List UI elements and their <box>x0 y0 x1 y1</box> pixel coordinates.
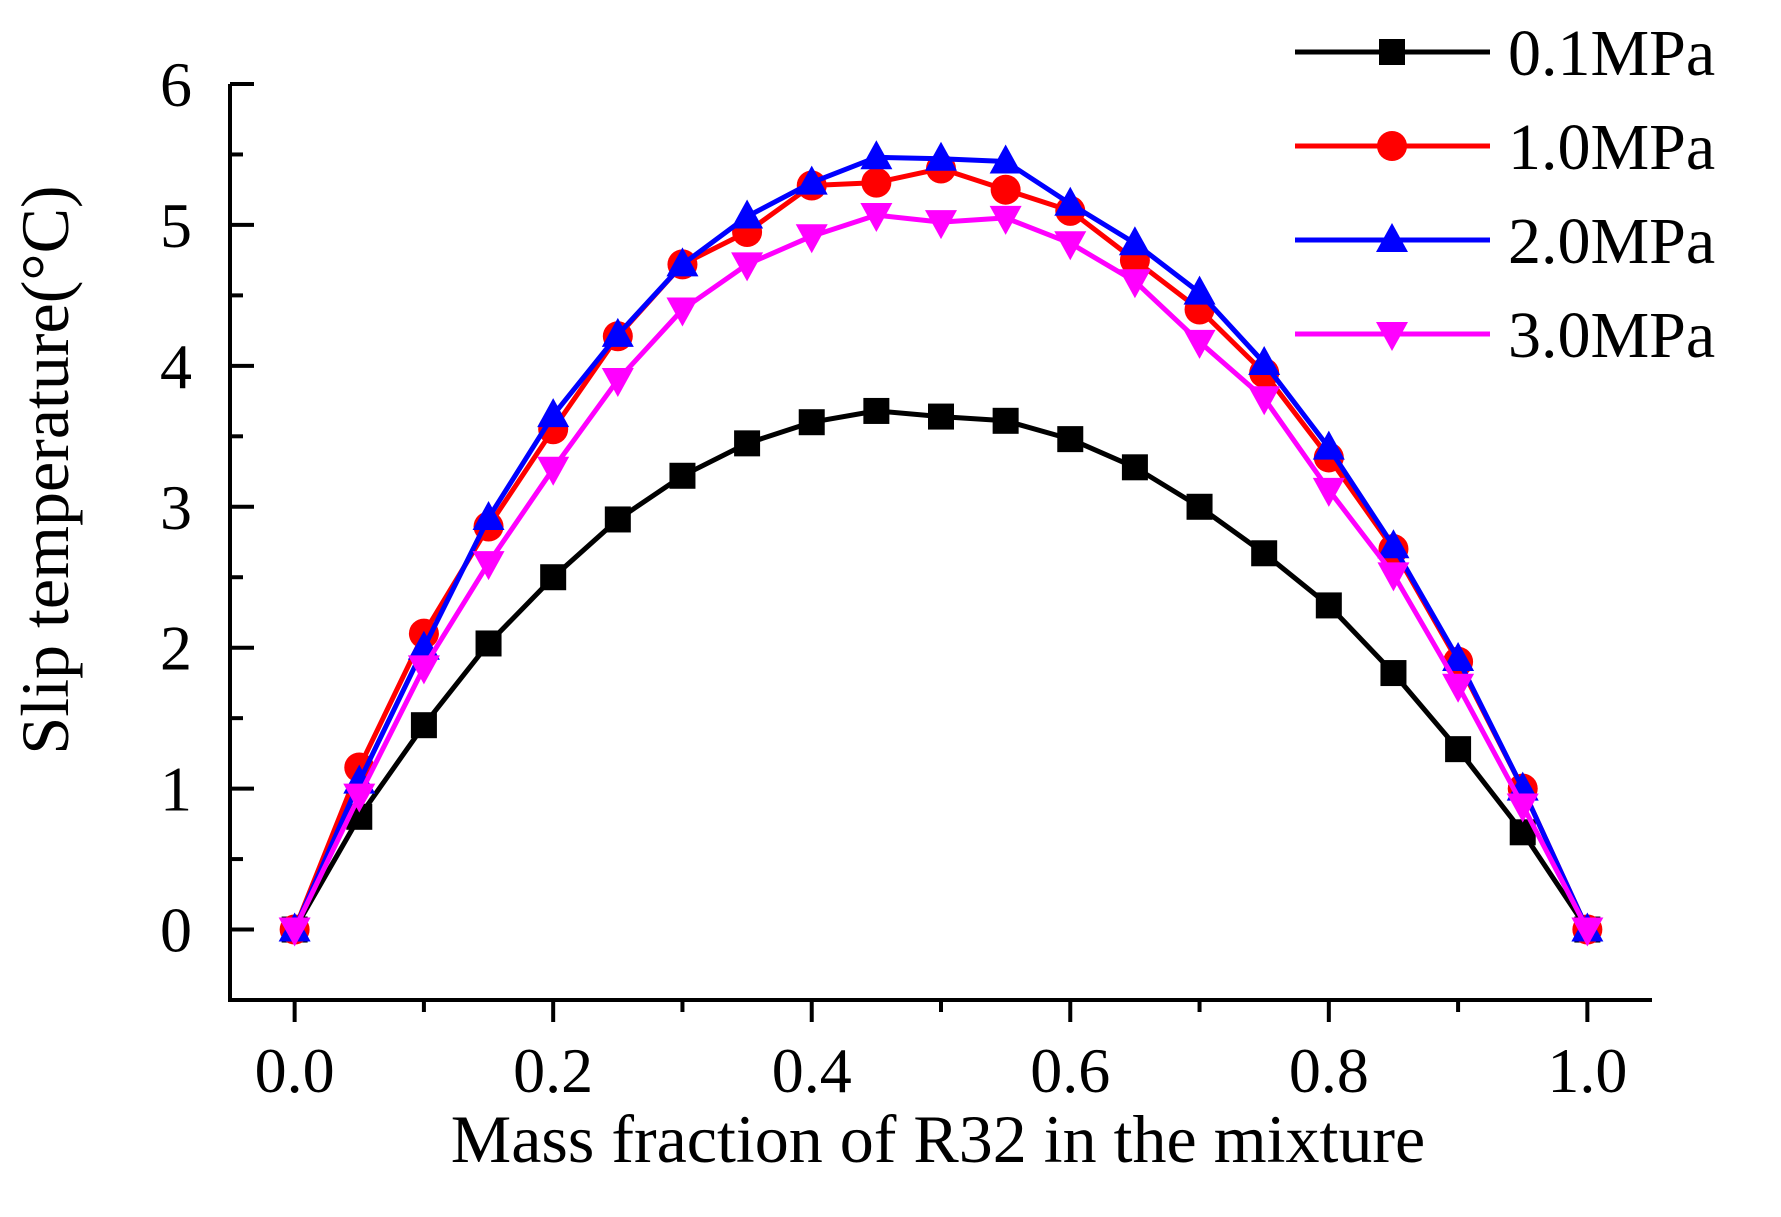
y-axis-title: Slip temperature(°C) <box>7 185 83 754</box>
x-tick-label-4: 0.8 <box>1289 1035 1369 1106</box>
data-point-2.0MPa-7 <box>731 199 764 229</box>
data-point-0.1MPa-17 <box>1380 660 1407 687</box>
y-tick-label-2: 2 <box>160 613 192 684</box>
data-point-3.0MPa-12 <box>1054 231 1087 261</box>
data-point-2.0MPa-4 <box>537 398 570 428</box>
series-2.0MPa <box>278 140 1604 942</box>
legend-label-2.0MPa: 2.0MPa <box>1508 205 1715 278</box>
data-point-0.1MPa-12 <box>1057 426 1084 453</box>
data-point-2.0MPa-6 <box>666 247 699 277</box>
x-tick-label-5: 1.0 <box>1547 1035 1627 1106</box>
data-point-0.1MPa-16 <box>1315 592 1342 619</box>
data-point-3.0MPa-4 <box>537 456 570 486</box>
data-point-0.1MPa-13 <box>1121 454 1148 481</box>
data-point-3.0MPa-5 <box>601 367 634 397</box>
legend-marker-1.0MPa <box>1377 131 1407 161</box>
legend-item-1.0MPa: 1.0MPa <box>1295 111 1715 184</box>
data-point-0.1MPa-9 <box>863 397 890 424</box>
data-point-2.0MPa-5 <box>601 317 634 347</box>
y-tick-label-3: 3 <box>160 472 192 543</box>
data-point-2.0MPa-14 <box>1183 275 1216 305</box>
data-point-3.0MPa-15 <box>1248 386 1281 416</box>
legend-label-1.0MPa: 1.0MPa <box>1508 111 1715 184</box>
data-point-2.0MPa-18 <box>1442 641 1475 671</box>
legend-item-0.1MPa: 0.1MPa <box>1295 17 1715 90</box>
series-layer <box>278 140 1604 947</box>
data-point-3.0MPa-17 <box>1377 562 1410 592</box>
data-point-2.0MPa-3 <box>472 501 505 531</box>
data-point-2.0MPa-17 <box>1377 529 1410 559</box>
data-point-2.0MPa-15 <box>1248 346 1281 376</box>
data-point-0.1MPa-7 <box>734 430 761 457</box>
legend-marker-0.1MPa <box>1379 39 1405 65</box>
data-point-2.0MPa-9 <box>860 140 893 170</box>
y-tick-label-5: 5 <box>160 190 192 261</box>
data-point-0.1MPa-2 <box>410 712 437 739</box>
legend: 0.1MPa 1.0MPa 2.0MPa 3.0MPa <box>1295 17 1715 372</box>
data-point-2.0MPa-12 <box>1054 186 1087 216</box>
data-point-0.1MPa-8 <box>798 409 825 436</box>
axes: 0 1 2 3 4 5 6 0.0 0.2 0.4 0.6 0.8 1.0 <box>160 49 1652 1106</box>
x-tick-label-2: 0.4 <box>772 1035 852 1106</box>
x-tick-label-3: 0.6 <box>1030 1035 1110 1106</box>
data-point-3.0MPa-10 <box>925 210 957 240</box>
series-3.0MPa <box>278 203 1604 947</box>
data-point-2.0MPa-11 <box>989 144 1022 174</box>
data-point-3.0MPa-16 <box>1312 477 1345 507</box>
data-point-3.0MPa-20 <box>1571 917 1604 947</box>
data-point-3.0MPa-9 <box>860 203 893 233</box>
series-0.1MPa <box>281 397 1601 943</box>
data-point-3.0MPa-18 <box>1442 673 1475 703</box>
data-point-3.0MPa-11 <box>989 205 1022 235</box>
x-tick-label-0: 0.0 <box>255 1035 335 1106</box>
x-tick-label-1: 0.2 <box>513 1035 593 1106</box>
data-point-3.0MPa-8 <box>795 224 828 254</box>
data-point-2.0MPa-8 <box>795 165 828 195</box>
data-point-0.1MPa-15 <box>1251 540 1278 567</box>
y-tick-label-1: 1 <box>160 754 192 825</box>
legend-marker-2.0MPa <box>1376 223 1408 252</box>
y-tick-label-4: 4 <box>160 331 192 402</box>
data-point-3.0MPa-1 <box>343 783 376 813</box>
data-point-3.0MPa-2 <box>407 655 440 685</box>
data-point-2.0MPa-13 <box>1118 226 1151 256</box>
data-point-3.0MPa-7 <box>731 252 764 282</box>
data-point-1.0MPa-9 <box>861 167 892 198</box>
legend-label-3.0MPa: 3.0MPa <box>1508 299 1715 372</box>
data-point-1.0MPa-11 <box>990 174 1021 205</box>
data-point-3.0MPa-14 <box>1183 329 1216 359</box>
x-axis-title: Mass fraction of R32 in the mixture <box>451 1101 1425 1177</box>
data-point-0.1MPa-4 <box>540 564 567 591</box>
data-point-2.0MPa-10 <box>925 141 957 171</box>
data-point-0.1MPa-18 <box>1445 736 1472 763</box>
y-tick-label-0: 0 <box>160 895 192 966</box>
data-point-0.1MPa-6 <box>669 462 696 489</box>
data-point-0.1MPa-5 <box>604 506 631 533</box>
data-point-2.0MPa-16 <box>1312 430 1345 460</box>
y-tick-label-6: 6 <box>160 49 192 120</box>
data-point-0.1MPa-3 <box>475 630 502 657</box>
data-point-0.1MPa-10 <box>928 403 954 430</box>
legend-item-3.0MPa: 3.0MPa <box>1295 299 1715 372</box>
data-point-3.0MPa-6 <box>666 297 699 327</box>
legend-marker-3.0MPa <box>1376 322 1408 351</box>
data-point-3.0MPa-13 <box>1118 269 1151 299</box>
data-point-3.0MPa-19 <box>1506 793 1539 823</box>
legend-item-2.0MPa: 2.0MPa <box>1295 205 1715 278</box>
data-point-3.0MPa-3 <box>472 551 505 581</box>
data-point-3.0MPa-0 <box>278 917 311 947</box>
data-point-0.1MPa-14 <box>1186 493 1213 520</box>
data-point-0.1MPa-11 <box>992 407 1019 434</box>
legend-label-0.1MPa: 0.1MPa <box>1508 17 1715 90</box>
